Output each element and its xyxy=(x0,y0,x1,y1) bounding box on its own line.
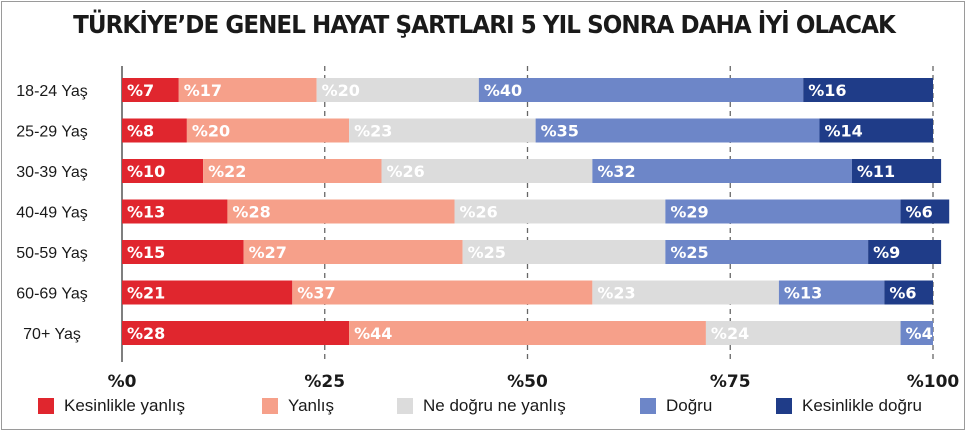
data-label: %11 xyxy=(857,162,895,181)
data-label: %29 xyxy=(670,203,708,222)
legend-label: Doğru xyxy=(666,396,713,415)
bar-segment xyxy=(122,199,228,224)
bar-segment xyxy=(316,78,479,102)
category-label: 25-29 Yaş xyxy=(16,124,87,141)
data-label: %22 xyxy=(208,162,246,181)
bar-segment xyxy=(122,240,244,264)
bar-segment xyxy=(535,118,820,143)
data-label: %44 xyxy=(354,324,392,343)
category-label: 40-49 Yaş xyxy=(16,205,87,222)
bar-segment xyxy=(122,159,204,183)
data-label: %40 xyxy=(484,81,522,100)
legend-swatch xyxy=(640,398,656,414)
data-label: %16 xyxy=(808,81,846,100)
legend-label: Yanlış xyxy=(288,396,334,415)
legend-swatch xyxy=(262,398,278,414)
data-label: %6 xyxy=(906,203,933,222)
category-label: 30-39 Yaş xyxy=(16,164,87,181)
data-label: %21 xyxy=(127,284,165,303)
x-tick-label: %75 xyxy=(710,372,751,392)
data-label: %24 xyxy=(711,324,749,343)
legend-label: Ne doğru ne yanlış xyxy=(423,396,566,415)
bar-segment xyxy=(478,78,804,102)
bar-segment xyxy=(900,199,950,224)
data-label: %25 xyxy=(468,243,506,262)
bar-segment xyxy=(122,280,293,305)
bar-segment xyxy=(203,159,382,183)
bar-segment xyxy=(349,321,706,345)
category-label: 50-59 Yaş xyxy=(16,245,87,262)
legend-label: Kesinlikle doğru xyxy=(802,396,923,415)
data-label: %28 xyxy=(127,324,165,343)
bar-segment xyxy=(592,159,852,183)
data-label: %6 xyxy=(889,284,916,303)
x-tick-label: %25 xyxy=(304,372,345,392)
legend-swatch xyxy=(397,398,413,414)
legend-item: Yanlış xyxy=(262,395,334,417)
x-tick-label: %50 xyxy=(507,372,548,392)
data-label: %15 xyxy=(127,243,165,262)
data-label: %4 xyxy=(906,324,933,343)
data-label: %7 xyxy=(127,81,154,100)
category-label: 18-24 Yaş xyxy=(16,83,87,100)
x-tick-label: %0 xyxy=(108,372,137,392)
data-label: %23 xyxy=(597,284,635,303)
legend-swatch xyxy=(776,398,792,414)
legend-label: Kesinlikle yanlış xyxy=(64,396,185,415)
bar-segment xyxy=(592,280,779,305)
bar-segment xyxy=(227,199,455,224)
bar-segment xyxy=(803,78,933,102)
bar-segment xyxy=(851,159,942,183)
data-label: %26 xyxy=(387,162,425,181)
bar-segment xyxy=(381,159,593,183)
data-label: %20 xyxy=(322,81,360,100)
data-label: %27 xyxy=(249,243,287,262)
data-label: %25 xyxy=(670,243,708,262)
data-label: %32 xyxy=(597,162,635,181)
data-label: %13 xyxy=(127,203,165,222)
bar-segment xyxy=(778,280,885,305)
data-label: %9 xyxy=(873,243,900,262)
data-label: %26 xyxy=(460,203,498,222)
bar-segment xyxy=(349,118,536,143)
x-tick-label: %100 xyxy=(907,372,960,392)
bar-segment xyxy=(665,199,901,224)
bar-segment xyxy=(705,321,901,345)
category-label: 70+ Yaş xyxy=(23,326,81,343)
data-label: %35 xyxy=(541,122,579,141)
bar-segment xyxy=(900,321,933,345)
bar-segment xyxy=(122,321,350,345)
bar-segment xyxy=(819,118,933,143)
chart-title: TÜRKİYE’DE GENEL HAYAT ŞARTLARI 5 YIL SO… xyxy=(73,10,896,39)
bar-segment xyxy=(186,118,350,143)
data-label: %10 xyxy=(127,162,165,181)
bar-segment xyxy=(665,240,869,264)
legend-item: Kesinlikle yanlış xyxy=(38,395,185,417)
bar-segment xyxy=(454,199,666,224)
legend-swatch xyxy=(38,398,54,414)
bar-segment xyxy=(884,280,933,305)
data-label: %17 xyxy=(184,81,222,100)
legend-item: Ne doğru ne yanlış xyxy=(397,395,566,417)
data-label: %13 xyxy=(784,284,822,303)
bar-segment xyxy=(292,280,593,305)
bar-segment xyxy=(868,240,942,264)
bar-segment xyxy=(462,240,666,264)
data-label: %20 xyxy=(192,122,230,141)
bar-segment xyxy=(122,78,179,102)
legend-item: Doğru xyxy=(640,395,712,417)
bar-segment xyxy=(243,240,463,264)
data-label: %23 xyxy=(354,122,392,141)
bar-segment xyxy=(122,118,187,143)
bar-segment xyxy=(178,78,317,102)
data-label: %14 xyxy=(824,122,862,141)
data-label: %37 xyxy=(297,284,335,303)
data-label: %8 xyxy=(127,122,154,141)
legend-item: Kesinlikle doğru xyxy=(776,395,922,417)
data-label: %28 xyxy=(232,203,270,222)
category-label: 60-69 Yaş xyxy=(16,286,87,303)
